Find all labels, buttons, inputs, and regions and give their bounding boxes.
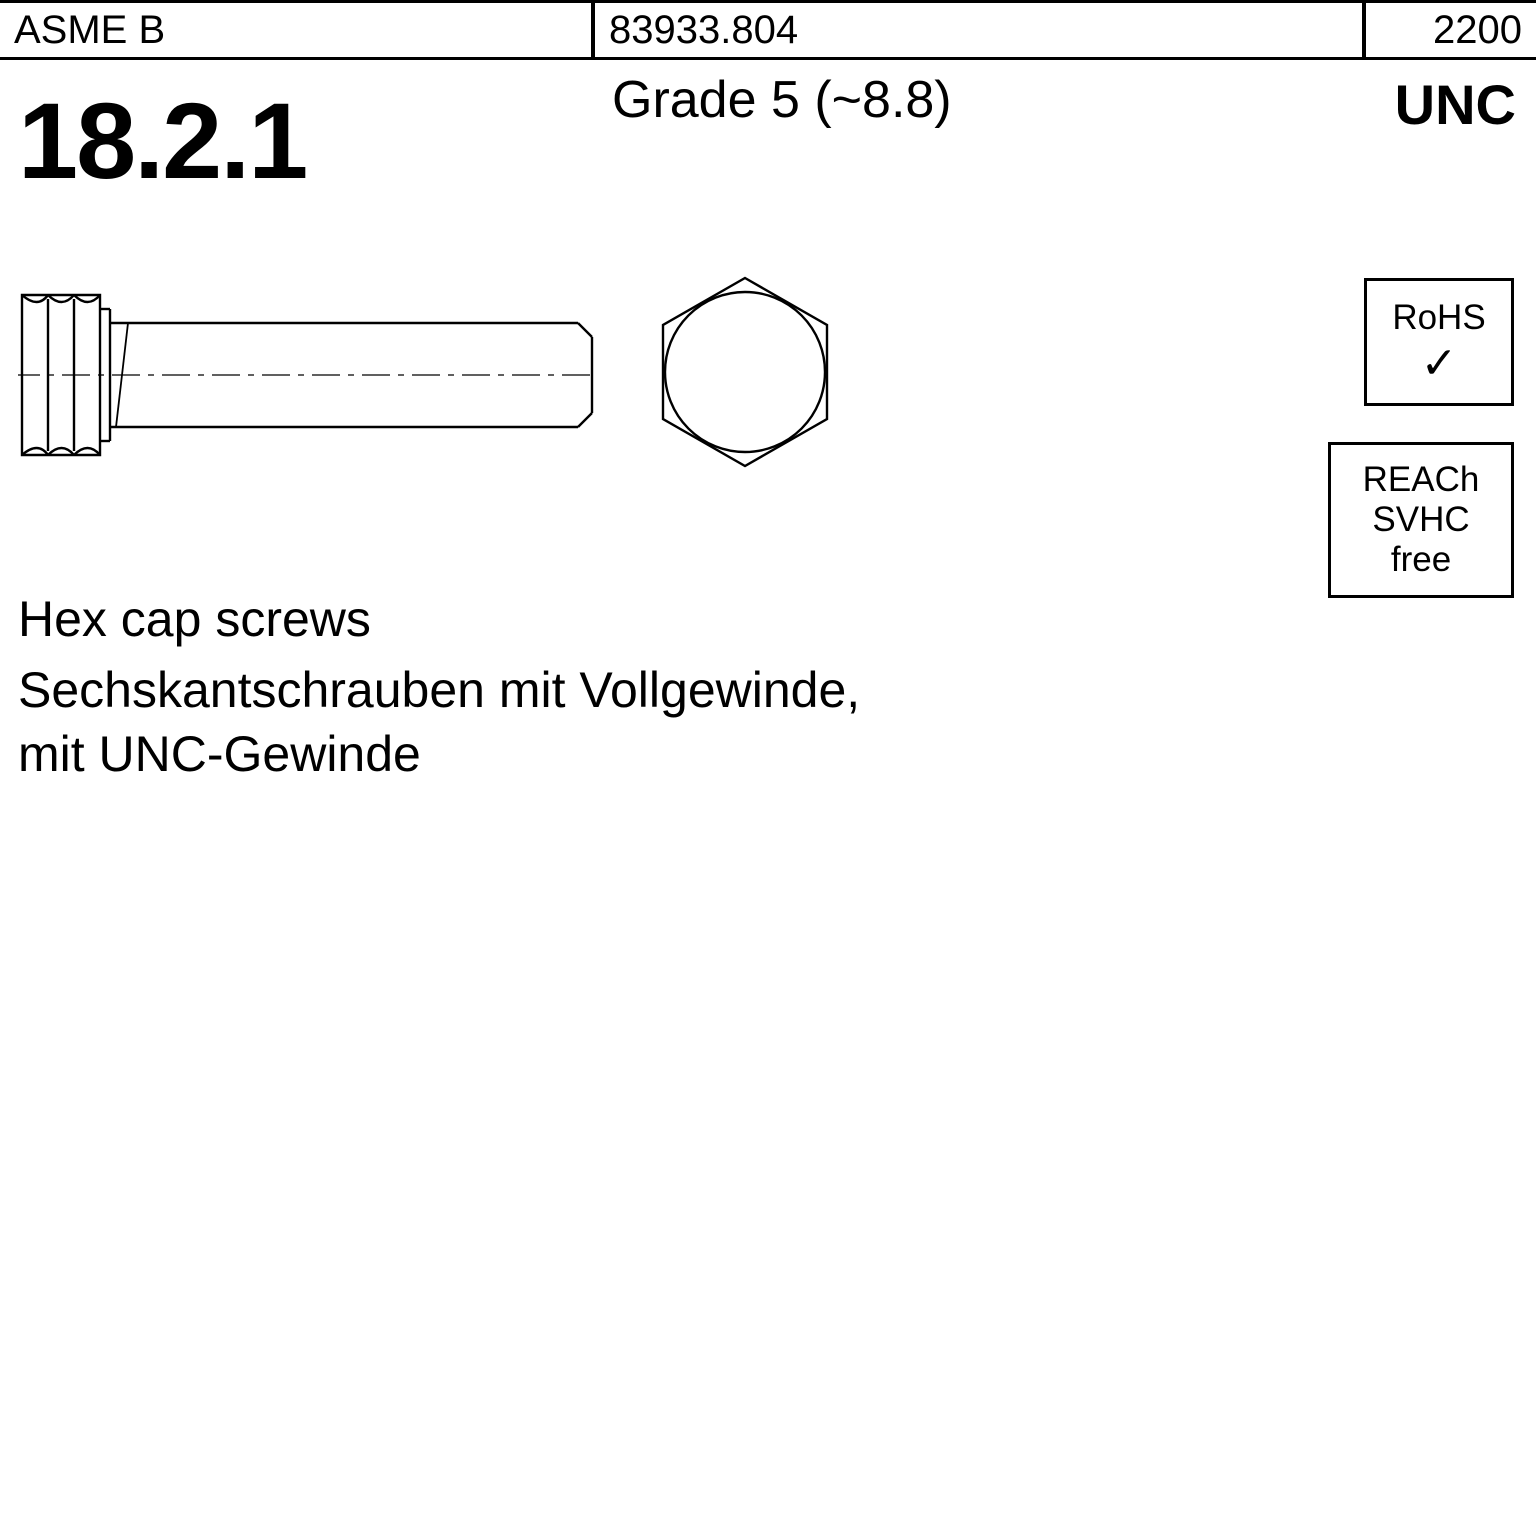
reach-line1: REACh <box>1363 460 1480 500</box>
check-icon: ✓ <box>1421 342 1458 386</box>
grade-label: Grade 5 (~8.8) <box>612 70 952 130</box>
thread-type: UNC <box>1395 72 1516 137</box>
header-article-number: 83933.804 <box>595 3 1366 57</box>
header-row: ASME B 83933.804 2200 <box>0 0 1536 60</box>
rohs-label: RoHS <box>1392 298 1485 338</box>
bolt-front-diagram <box>645 272 845 477</box>
description-german-line2: mit UNC-Gewinde <box>18 722 860 786</box>
header-code: 2200 <box>1366 3 1536 57</box>
reach-line2: SVHC <box>1372 500 1469 540</box>
rohs-badge: RoHS ✓ <box>1364 278 1514 406</box>
reach-badge: REACh SVHC free <box>1328 442 1514 598</box>
description-german-line1: Sechskantschrauben mit Vollgewinde, <box>18 658 860 722</box>
header-standard-org: ASME B <box>0 3 595 57</box>
datasheet-page: ASME B 83933.804 2200 18.2.1 Grade 5 (~8… <box>0 0 1536 1536</box>
description-english: Hex cap screws <box>18 590 371 648</box>
bolt-side-diagram <box>18 275 598 480</box>
reach-line3: free <box>1391 540 1451 580</box>
description-german: Sechskantschrauben mit Vollgewinde, mit … <box>18 658 860 786</box>
standard-number: 18.2.1 <box>18 78 306 203</box>
